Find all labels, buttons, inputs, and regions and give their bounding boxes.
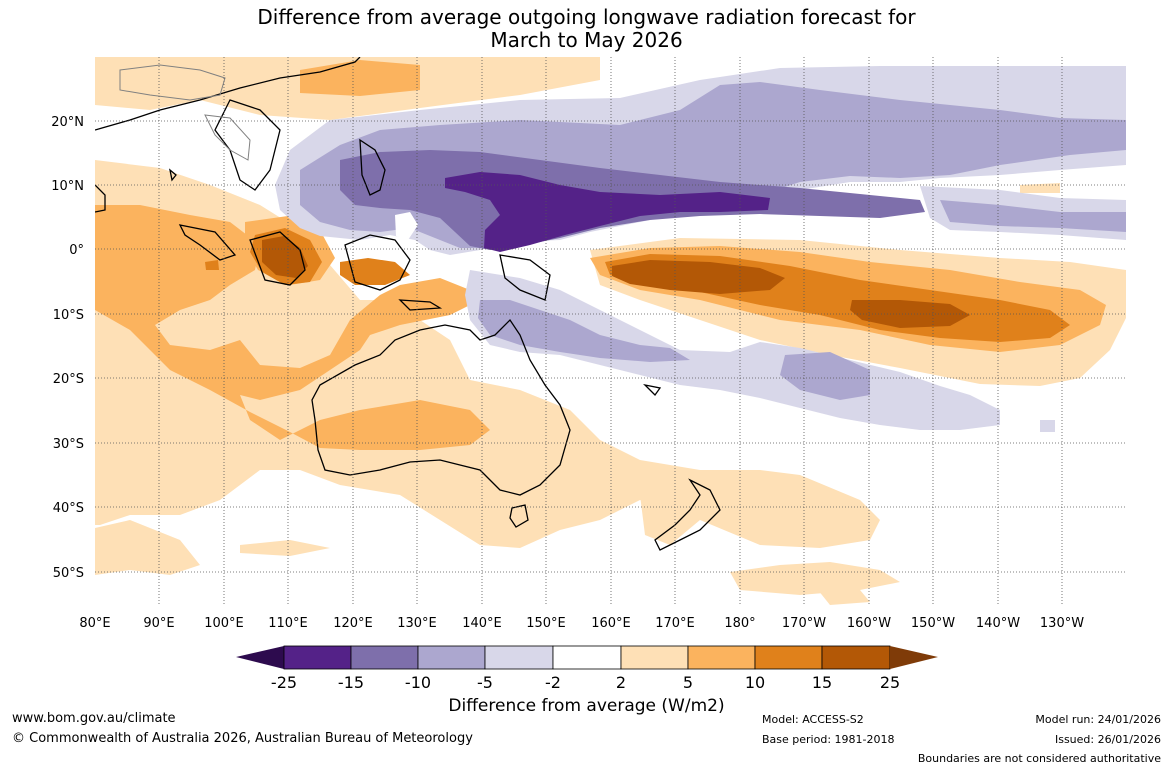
colorbar-tick: 2 <box>616 673 626 692</box>
near-zero-patch <box>395 212 418 240</box>
lon-label: 180° <box>724 616 755 631</box>
lon-label: 150°W <box>911 616 955 631</box>
colorbar-tick: -10 <box>405 673 431 692</box>
footer-copyright: © Commonwealth of Australia 2026, Austra… <box>12 731 473 746</box>
colorbar-high-extension <box>890 646 938 669</box>
lon-label: 170°E <box>655 616 695 631</box>
lon-label: 90°E <box>143 616 174 631</box>
lat-label: 50°S <box>53 566 84 581</box>
colorbar-tick: -15 <box>338 673 364 692</box>
lon-label: 100°E <box>204 616 244 631</box>
country-borders <box>119 64 251 161</box>
lon-label: 170°W <box>782 616 826 631</box>
footer-url: www.bom.gov.au/climate <box>12 711 176 726</box>
lon-label: 140°E <box>462 616 502 631</box>
colorbar-swatch <box>283 645 352 670</box>
lon-label: 130°W <box>1040 616 1084 631</box>
colorbar-tick: 10 <box>745 673 765 692</box>
colorbar-swatch <box>620 645 689 670</box>
lon-label: 80°E <box>79 616 110 631</box>
colorbar: -25 -15 -10 -5 -2 2 5 10 15 25 <box>236 645 938 692</box>
colorbar-swatch <box>484 645 554 670</box>
map-title-line1: Difference from average outgoing longwav… <box>257 5 916 29</box>
colorbar-swatch <box>821 645 891 670</box>
lat-label: 40°S <box>53 501 84 516</box>
graticule <box>95 57 1126 605</box>
lon-label: 120°E <box>333 616 373 631</box>
coastlines <box>95 57 721 551</box>
lon-label: 150°E <box>526 616 566 631</box>
contour-minus25-to-minus15 <box>445 172 770 252</box>
colorbar-swatch <box>350 645 419 670</box>
footer-base-period: Base period: 1981-2018 <box>762 733 895 746</box>
colorbar-tick: -25 <box>271 673 297 692</box>
colorbar-tick: -2 <box>545 673 561 692</box>
colorbar-swatch <box>417 645 486 670</box>
colorbar-swatch <box>687 645 756 670</box>
colorbar-low-extension <box>236 646 284 669</box>
lon-label: 110°E <box>268 616 308 631</box>
lat-label: 0° <box>69 243 84 258</box>
lat-label: 20°N <box>51 115 84 130</box>
lon-label: 140°W <box>976 616 1020 631</box>
lat-label: 30°S <box>53 437 84 452</box>
footer-model: Model: ACCESS-S2 <box>762 713 864 726</box>
lat-label: 20°S <box>53 372 84 387</box>
colorbar-title: Difference from average (W/m2) <box>448 696 725 716</box>
latitude-labels: 20°N 10°N 0° 10°S 20°S 30°S 40°S 50°S <box>51 115 84 581</box>
colorbar-swatch <box>754 645 823 670</box>
colorbar-tick: 5 <box>683 673 693 692</box>
anomaly-contours <box>95 57 1126 605</box>
longitude-labels: 80°E 90°E 100°E 110°E 120°E 130°E 140°E … <box>79 616 1084 631</box>
colorbar-tick: 25 <box>880 673 900 692</box>
lon-label: 160°W <box>847 616 891 631</box>
footer-disclaimer: Boundaries are not considered authoritat… <box>917 752 1161 765</box>
lat-label: 10°N <box>51 179 84 194</box>
colorbar-swatch <box>552 645 622 670</box>
lat-label: 10°S <box>53 308 84 323</box>
contour-15-to-25 <box>262 236 970 328</box>
colorbar-tick: 15 <box>812 673 832 692</box>
map-title-line2: March to May 2026 <box>490 28 683 52</box>
lon-label: 160°E <box>591 616 631 631</box>
footer-model-run: Model run: 24/01/2026 <box>1035 713 1161 726</box>
lon-label: 130°E <box>397 616 437 631</box>
footer-issued: Issued: 26/01/2026 <box>1054 733 1161 746</box>
colorbar-tick: -5 <box>477 673 493 692</box>
